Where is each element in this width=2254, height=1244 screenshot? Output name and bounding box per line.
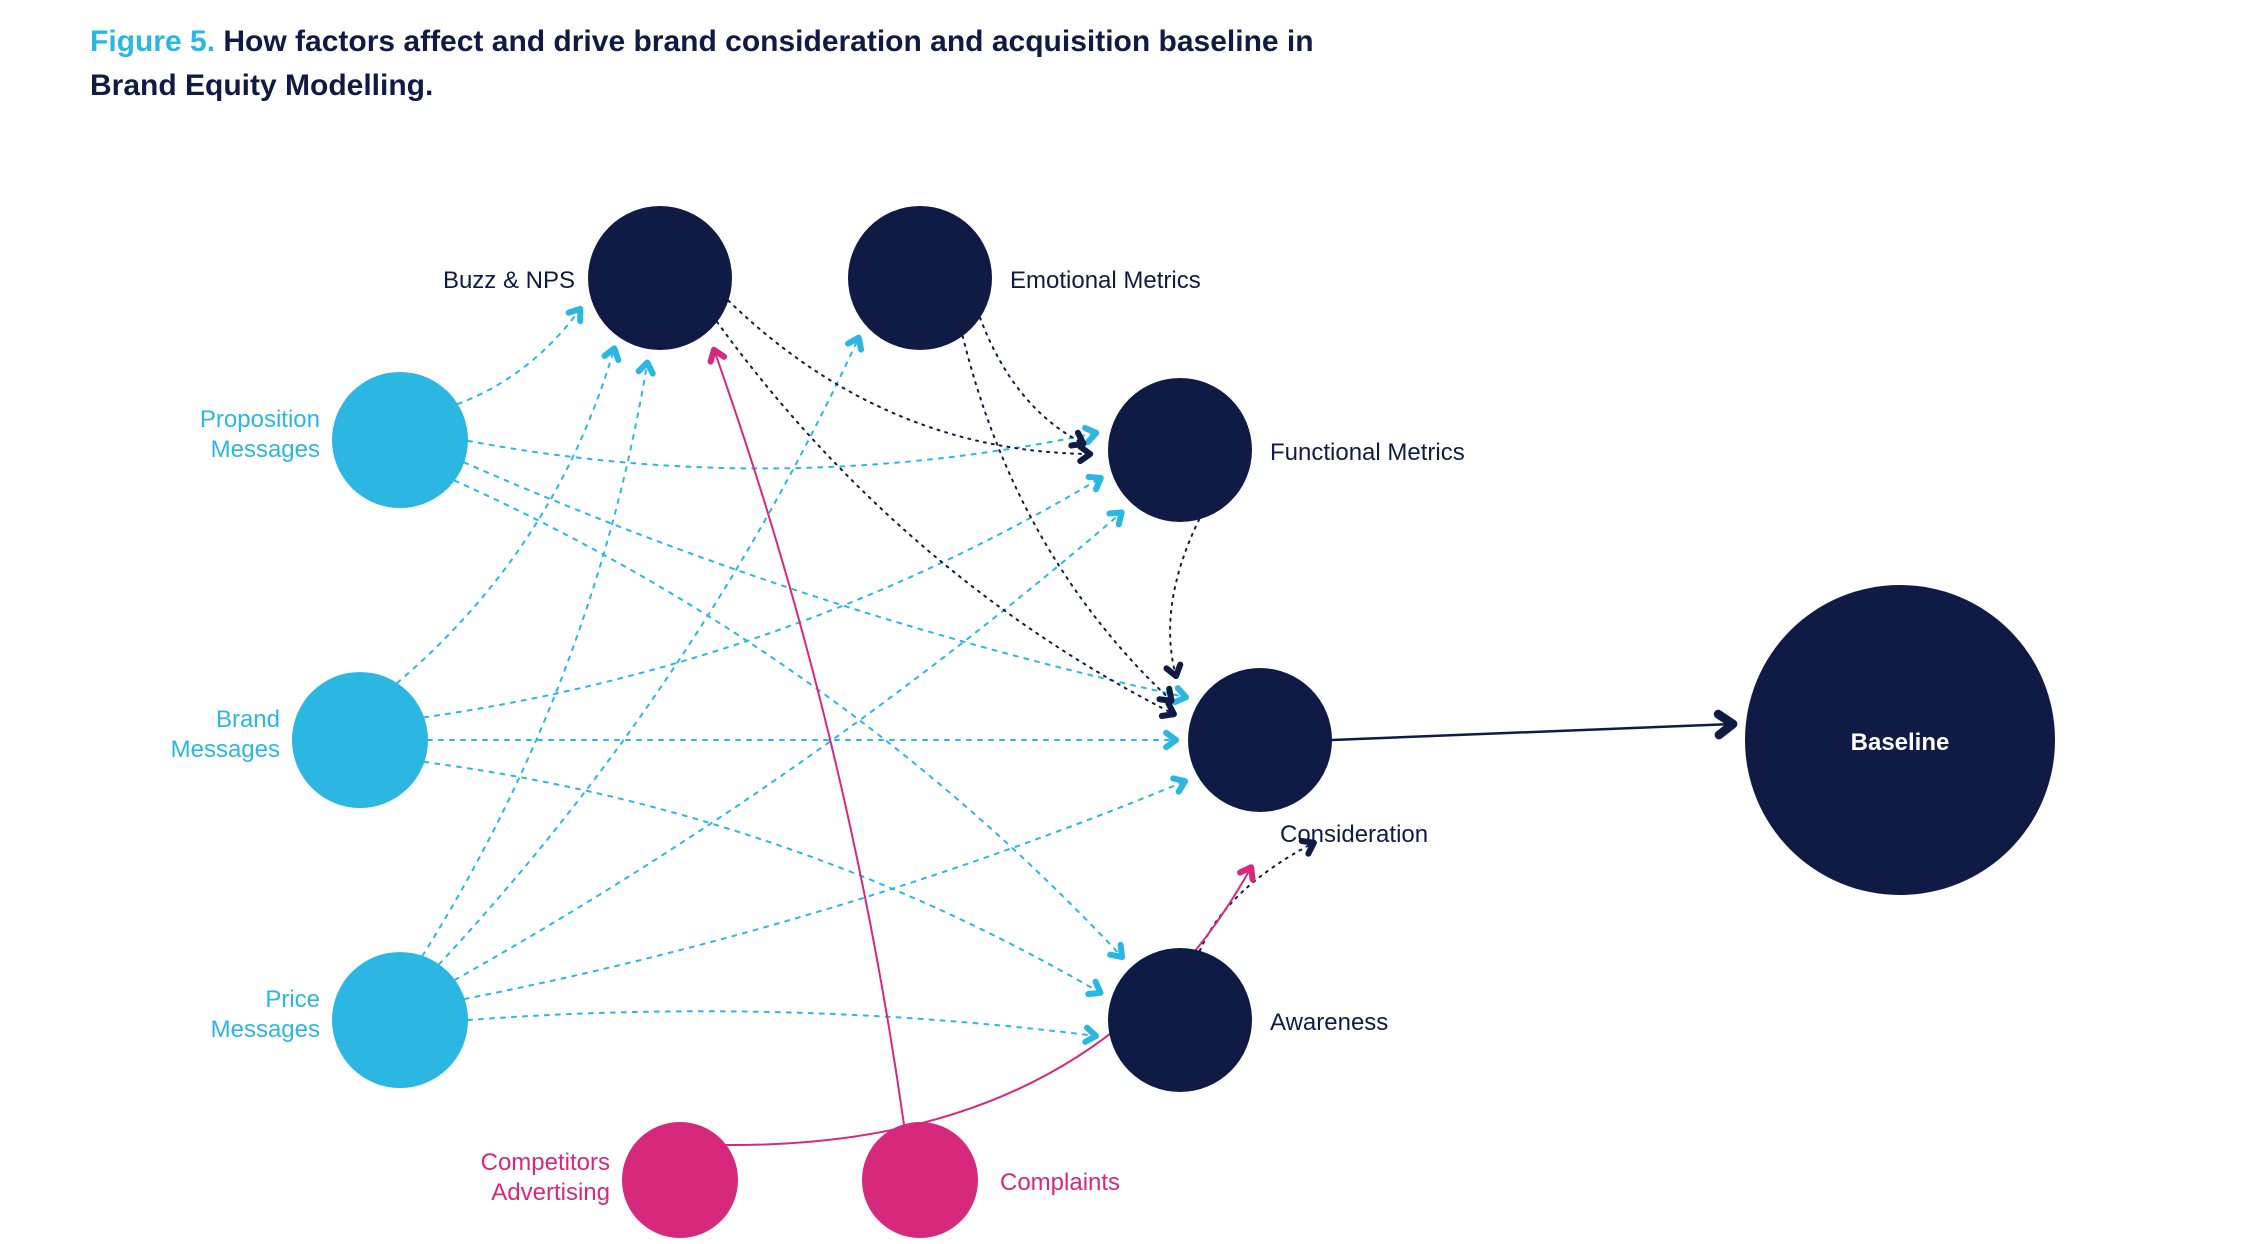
edge-brand-to-awareness: [424, 762, 1100, 993]
node-buzz: [588, 206, 732, 350]
node-consideration: [1188, 668, 1332, 812]
edge-price-to-awareness: [468, 1011, 1096, 1036]
node-brand: [292, 672, 428, 808]
edge-buzz-to-consideration: [717, 322, 1174, 714]
node-price: [332, 952, 468, 1088]
node-proposition: [332, 372, 468, 508]
edge-emotional-to-functional: [980, 318, 1083, 444]
node-label-awareness: Awareness: [1270, 1008, 1388, 1038]
arrowhead-icon: [1071, 433, 1083, 446]
node-emotional: [848, 206, 992, 350]
node-label-consideration: Consideration: [1280, 820, 1428, 850]
node-label-buzz: Buzz & NPS: [443, 266, 575, 296]
arrowhead-icon: [1089, 477, 1101, 489]
edge-consideration-to-baseline: [1332, 724, 1733, 740]
edge-price-to-consideration: [465, 781, 1185, 999]
node-complaints: [862, 1122, 978, 1238]
edge-proposition-to-consideration: [464, 462, 1186, 697]
node-label-proposition: Proposition Messages: [200, 405, 320, 465]
arrowhead-icon: [1173, 778, 1185, 791]
arrowhead-icon: [605, 348, 619, 360]
node-label-competitors: Competitors Advertising: [481, 1148, 610, 1208]
edge-complaints-to-buzz: [714, 350, 904, 1124]
node-label-complaints: Complaints: [1000, 1168, 1120, 1198]
node-label-price: Price Messages: [211, 985, 320, 1045]
edges-layer: [397, 301, 1733, 1145]
diagram-stage: Figure 5. How factors affect and drive b…: [0, 0, 2254, 1244]
arrowhead-icon: [569, 309, 581, 321]
edge-proposition-to-buzz: [458, 309, 581, 404]
edge-functional-to-consideration: [1170, 519, 1199, 676]
edge-proposition-to-awareness: [455, 481, 1123, 957]
edge-awareness-to-consideration: [1200, 843, 1314, 951]
node-label-brand: Brand Messages: [171, 705, 280, 765]
node-label-baseline: Baseline: [1780, 728, 2020, 758]
edge-proposition-to-functional: [468, 433, 1096, 469]
nodes-layer: [292, 206, 2055, 1238]
diagram-svg: [0, 0, 2254, 1244]
edge-price-to-emotional: [439, 338, 859, 965]
arrowhead-icon: [1162, 703, 1174, 716]
arrowhead-icon: [1085, 428, 1096, 442]
node-label-emotional: Emotional Metrics: [1010, 266, 1201, 296]
node-awareness: [1108, 948, 1252, 1092]
node-label-functional: Functional Metrics: [1270, 438, 1465, 468]
node-competitors: [622, 1122, 738, 1238]
node-functional: [1108, 378, 1252, 522]
arrowhead-icon: [848, 338, 861, 350]
